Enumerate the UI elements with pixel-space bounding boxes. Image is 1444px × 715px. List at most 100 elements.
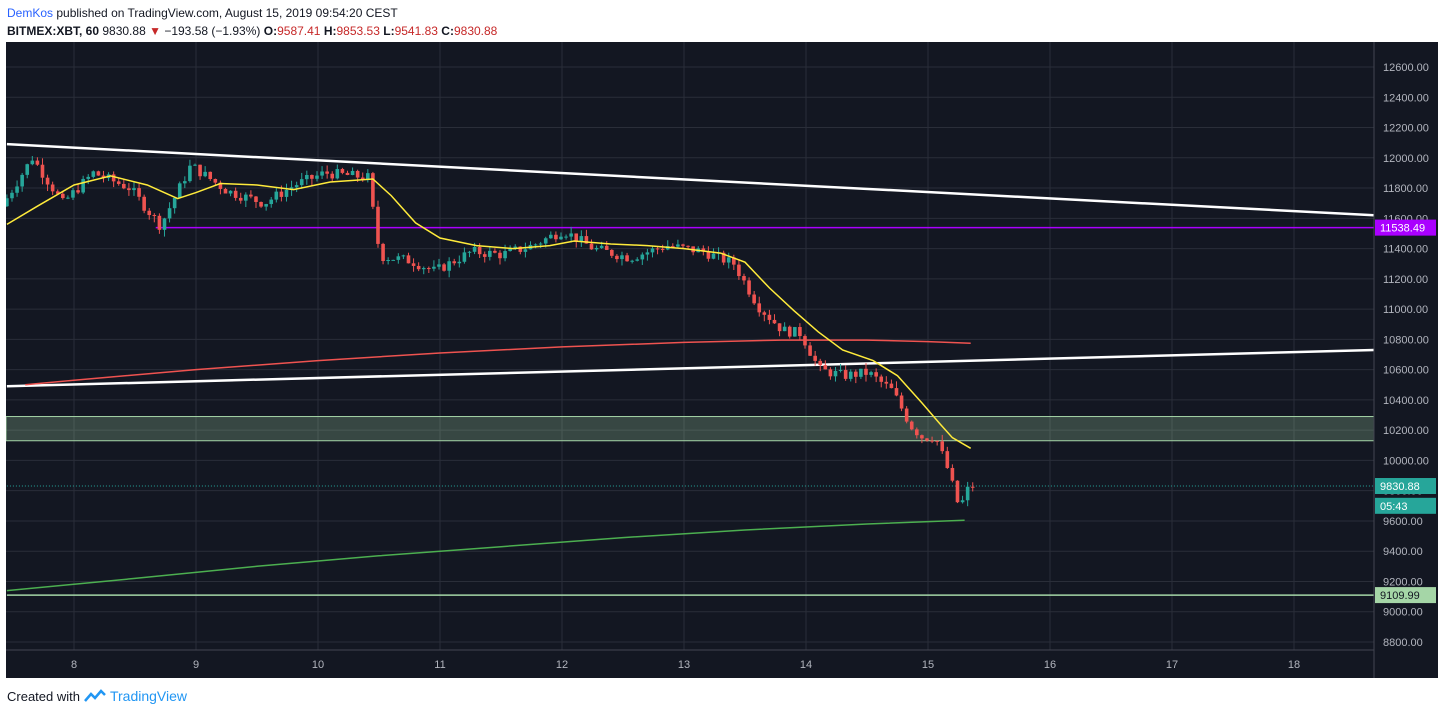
low-label: L:	[383, 24, 395, 38]
candle-body	[762, 312, 767, 315]
candle-body	[513, 246, 518, 249]
candle-body	[879, 376, 884, 382]
candle-body	[869, 372, 873, 375]
candle-body	[940, 441, 945, 452]
tradingview-brand[interactable]: TradingView	[109, 688, 188, 704]
candle-body	[152, 215, 157, 217]
y-tick-label: 11200.00	[1383, 274, 1428, 286]
candle-body	[264, 204, 268, 207]
candle-body	[411, 263, 416, 266]
candle-body	[604, 245, 609, 250]
candle-body	[925, 438, 929, 441]
price-label: 9830.88	[1380, 481, 1420, 493]
candle-body	[594, 247, 599, 250]
candle-body	[859, 368, 863, 377]
candle-body	[945, 451, 950, 468]
x-tick-label: 9	[193, 659, 199, 671]
candle-body	[376, 206, 380, 244]
candle-body	[233, 190, 238, 198]
candle-body	[899, 395, 904, 409]
candle-body	[777, 323, 782, 332]
candle-body	[864, 368, 868, 375]
candle-body	[391, 259, 396, 261]
chart-header: DemKos published on TradingView.com, Aug…	[7, 4, 497, 40]
candle-body	[508, 248, 512, 252]
chart-canvas[interactable]: 12600.00 12400.00 12200.00 12000.00 11800.00…	[5, 42, 1438, 678]
candle-body	[848, 371, 853, 379]
candle-body	[894, 388, 899, 396]
candle-body	[838, 369, 843, 371]
fast-moving-average	[6, 175, 972, 449]
candle-body	[371, 173, 375, 207]
candle-body	[630, 260, 634, 262]
price-label: 9109.99	[1380, 590, 1420, 602]
candle-body	[757, 303, 762, 313]
candle-body	[284, 189, 289, 197]
candle-body	[366, 173, 370, 180]
candle-body	[30, 160, 35, 165]
candle-body	[574, 233, 579, 242]
candle-body	[427, 268, 431, 270]
price-chart[interactable]: 12600.00 12400.00 12200.00 12000.00 11800.00…	[5, 42, 1438, 678]
candle-body	[808, 345, 812, 356]
tradingview-logo-icon	[84, 689, 106, 702]
y-tick-label: 9400.00	[1383, 546, 1423, 558]
candle-body	[833, 370, 838, 377]
candle-body	[142, 196, 146, 211]
candle-body	[10, 192, 14, 199]
candle-body	[167, 208, 172, 219]
candle-body	[406, 255, 411, 264]
candle-body	[493, 250, 497, 253]
y-tick-label: 10400.00	[1383, 395, 1429, 407]
close-value: 9830.88	[453, 24, 498, 38]
price-label: 05:43	[1380, 501, 1408, 513]
price-label-box	[1375, 219, 1436, 236]
candle-body	[767, 314, 772, 320]
author-link[interactable]: DemKos	[7, 6, 54, 20]
candle-body	[157, 215, 162, 230]
y-tick-label: 12000.00	[1383, 153, 1429, 165]
candle-body	[188, 165, 192, 182]
down-triangle-icon: ▼	[149, 24, 161, 38]
candle-body	[889, 383, 894, 389]
last-price: 9830.88	[102, 24, 146, 38]
candle-body	[101, 175, 106, 179]
candle-body	[569, 233, 573, 237]
low-value: 9541.83	[394, 24, 438, 38]
candle-body	[76, 190, 80, 193]
candle-body	[787, 326, 792, 337]
y-tick-label: 11800.00	[1383, 183, 1428, 195]
price-axis[interactable]	[1374, 42, 1438, 678]
candle-body	[315, 175, 319, 179]
candle-body	[843, 369, 848, 379]
candle-body	[579, 236, 584, 242]
y-tick-label: 9600.00	[1383, 516, 1423, 528]
y-tick-label: 11000.00	[1383, 304, 1428, 316]
x-tick-label: 12	[556, 659, 568, 671]
candle-body	[564, 236, 568, 238]
candle-body	[813, 355, 817, 361]
price-change: −193.58 (−1.93%)	[164, 24, 261, 38]
candle-body	[930, 440, 934, 442]
candle-body	[625, 255, 629, 262]
candle-body	[15, 186, 19, 193]
symbol-label: BITMEX:XBT, 60	[7, 24, 100, 38]
candle-body	[498, 252, 502, 259]
candle-body	[706, 251, 711, 259]
candle-body	[711, 253, 716, 259]
candle-body	[533, 244, 538, 246]
x-tick-label: 13	[678, 659, 690, 671]
candle-body	[50, 184, 55, 192]
candle-body	[172, 197, 177, 209]
candle-body	[543, 238, 548, 244]
candle-body	[147, 210, 152, 216]
publish-info: published on TradingView.com, August 15,…	[56, 6, 398, 20]
candle-body	[645, 252, 650, 255]
trendline[interactable]	[6, 142, 1375, 217]
candle-body	[325, 171, 329, 174]
candle-body	[793, 327, 797, 337]
candle-body	[81, 178, 85, 193]
candle-body	[640, 254, 645, 260]
publish-line: DemKos published on TradingView.com, Aug…	[7, 4, 497, 22]
trendline[interactable]	[6, 348, 1375, 388]
